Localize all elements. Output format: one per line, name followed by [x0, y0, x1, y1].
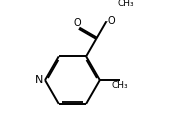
- Text: CH₃: CH₃: [112, 81, 128, 90]
- Text: O: O: [107, 16, 115, 26]
- Text: O: O: [74, 18, 81, 28]
- Text: N: N: [35, 75, 43, 85]
- Text: CH₃: CH₃: [118, 0, 134, 8]
